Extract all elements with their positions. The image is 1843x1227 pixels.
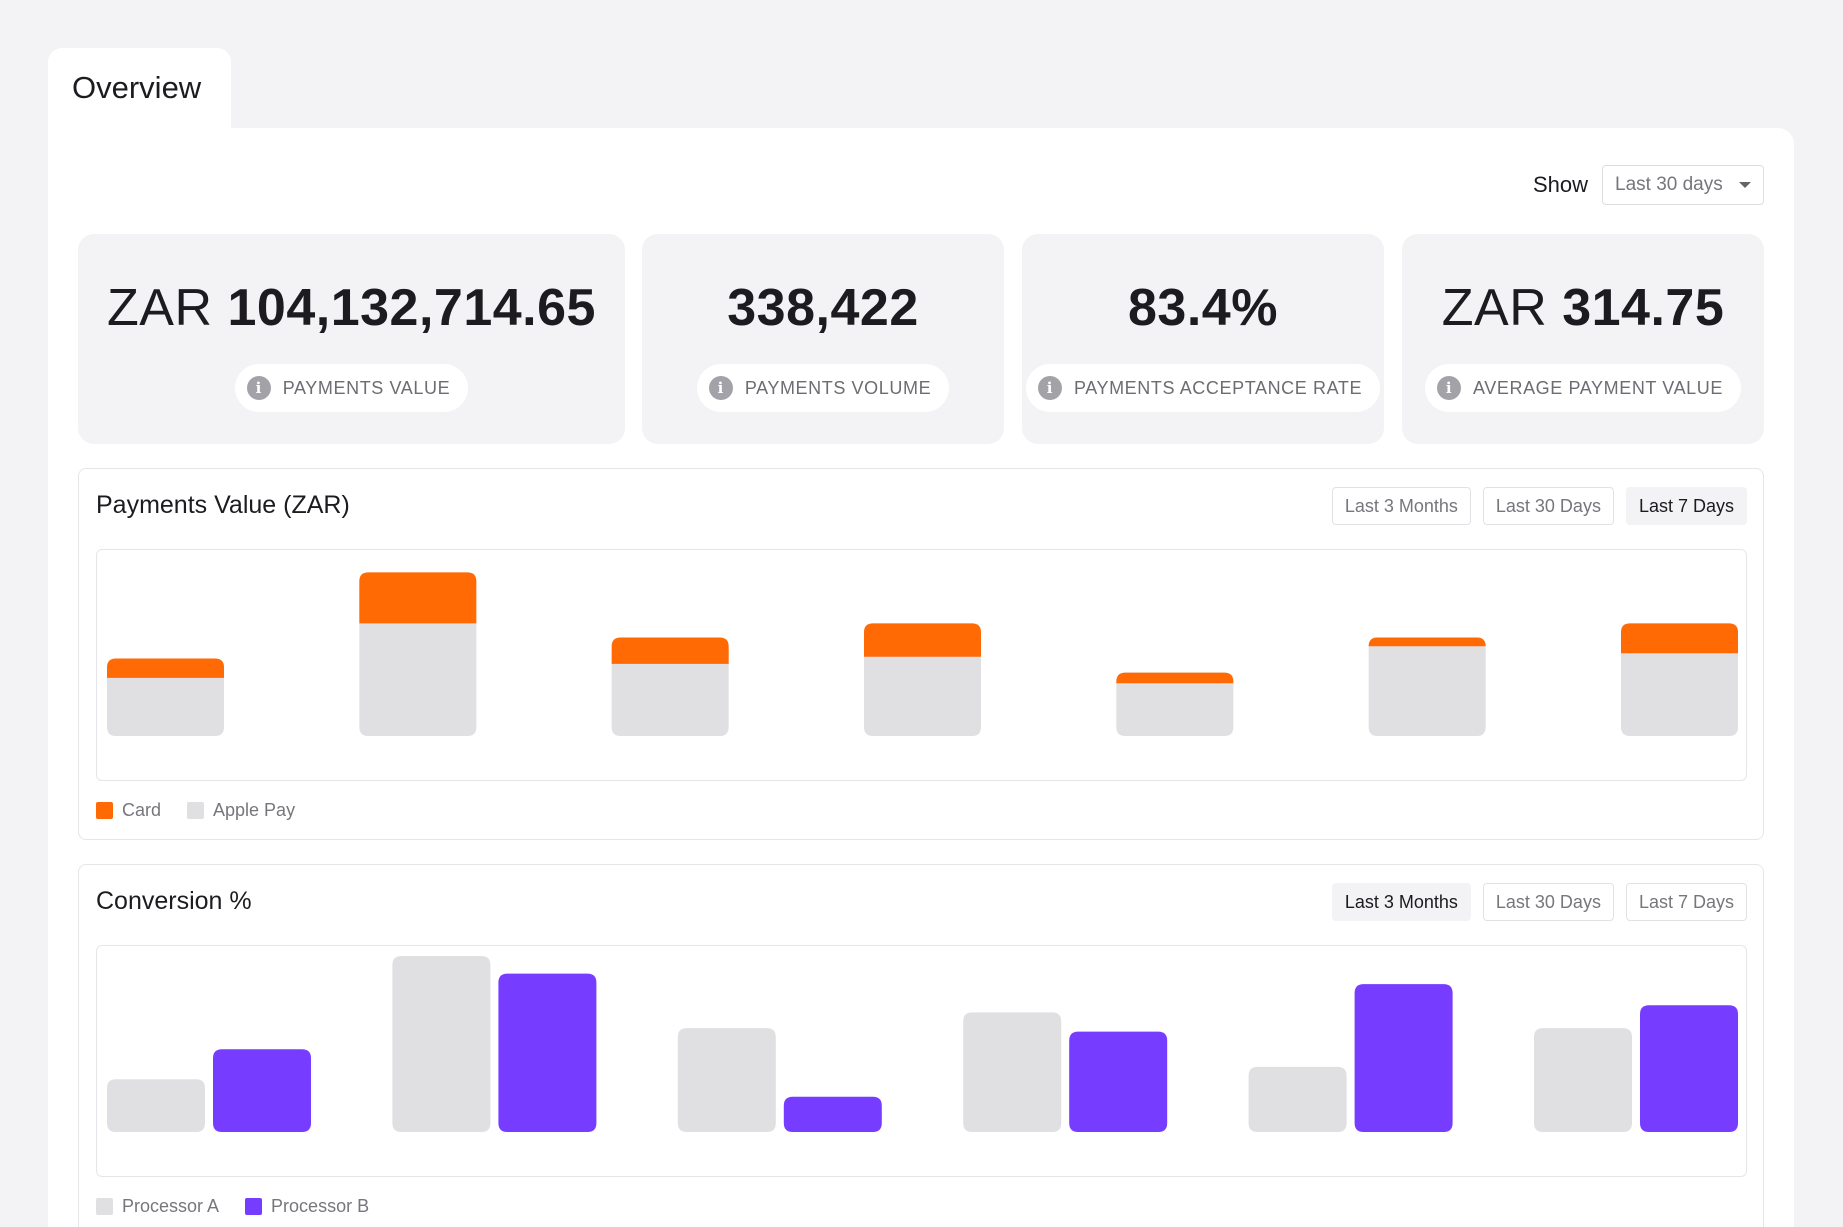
bar-card-6	[1368, 637, 1486, 647]
kpi-label: PAYMENTS ACCEPTANCE RATE	[1073, 377, 1363, 398]
range-last-30-days[interactable]: Last 30 Days	[1482, 883, 1614, 921]
info-icon: i	[246, 376, 271, 400]
kpi-currency: ZAR	[1441, 279, 1548, 337]
bar-processor-a-4	[963, 1012, 1062, 1132]
payments-value-card: Payments Value (ZAR) Last 3 Months Last …	[78, 468, 1764, 840]
range-last-30-days[interactable]: Last 30 Days	[1482, 487, 1614, 525]
kpi-number: 83.4%	[1128, 279, 1278, 337]
chevron-down-icon	[1739, 182, 1751, 188]
legend-label-processor-b: Processor B	[271, 1196, 370, 1216]
info-icon: i	[1436, 376, 1461, 400]
kpi-value: ZAR 314.75	[1442, 278, 1725, 338]
kpi-row: ZAR 104,132,714.65 i PAYMENTS VALUE 338,…	[78, 234, 1764, 444]
range-last-7-days[interactable]: Last 7 Days	[1625, 883, 1747, 921]
kpi-label: PAYMENTS VOLUME	[744, 377, 932, 398]
bar-processor-b-3	[783, 1096, 882, 1132]
conversion-chart-title: Conversion %	[96, 887, 252, 915]
info-icon: i	[708, 376, 733, 400]
bar-processor-b-6	[1640, 1005, 1738, 1132]
payments-bar-chart	[107, 572, 1738, 736]
overview-panel: Show Last 30 days ZAR 104,132,714.65 i P…	[48, 128, 1794, 1227]
bar-card-5	[1116, 672, 1234, 684]
kpi-number: 338,422	[727, 279, 919, 337]
conversion-card: Conversion % Last 3 Months Last 30 Days …	[78, 864, 1764, 1227]
conversion-bar-chart	[107, 956, 1738, 1132]
bar-processor-b-2	[498, 973, 597, 1132]
kpi-acceptance-rate: 83.4% i PAYMENTS ACCEPTANCE RATE	[1022, 234, 1384, 444]
legend-swatch-processor-a	[96, 1198, 113, 1215]
kpi-label-pill[interactable]: i PAYMENTS VOLUME	[696, 364, 950, 412]
legend-swatch-card	[96, 802, 113, 819]
bar-processor-a-5	[1248, 1066, 1347, 1132]
bar-processor-a-2	[392, 956, 491, 1132]
legend-item-processor-a: Processor A	[96, 1196, 219, 1217]
date-filter: Show Last 30 days	[1533, 165, 1764, 205]
legend-swatch-processor-b	[245, 1198, 263, 1215]
kpi-number: 314.75	[1562, 279, 1725, 337]
kpi-label-pill[interactable]: i AVERAGE PAYMENT VALUE	[1424, 364, 1741, 412]
payments-chart-title: Payments Value (ZAR)	[96, 491, 350, 519]
legend-label-processor-a: Processor A	[122, 1196, 220, 1216]
bar-card-2	[359, 572, 477, 624]
legend-label-apple-pay: Apple Pay	[213, 800, 296, 820]
period-select[interactable]: Last 30 days	[1602, 165, 1764, 205]
kpi-number: 104,132,714.65	[227, 279, 596, 337]
range-last-3-months[interactable]: Last 3 Months	[1331, 883, 1471, 921]
payments-plot-area	[96, 549, 1747, 781]
kpi-label: PAYMENTS VALUE	[282, 377, 451, 398]
bar-card-7	[1621, 623, 1738, 654]
kpi-value: ZAR 104,132,714.65	[107, 278, 596, 338]
bar-card-1	[107, 658, 224, 678]
kpi-currency: ZAR	[107, 279, 213, 337]
kpi-average-payment: ZAR 314.75 i AVERAGE PAYMENT VALUE	[1402, 234, 1764, 444]
show-label: Show	[1532, 172, 1588, 197]
legend-item-processor-b: Processor B	[245, 1196, 369, 1217]
legend-label-card: Card	[122, 800, 162, 820]
kpi-label-pill[interactable]: i PAYMENTS ACCEPTANCE RATE	[1025, 364, 1381, 412]
conversion-range-group: Last 3 Months Last 30 Days Last 7 Days	[1331, 883, 1747, 921]
bar-processor-a-1	[107, 1079, 205, 1132]
range-last-7-days[interactable]: Last 7 Days	[1625, 487, 1747, 525]
payments-range-group: Last 3 Months Last 30 Days Last 7 Days	[1331, 487, 1747, 525]
bar-processor-a-6	[1534, 1028, 1632, 1132]
tab-overview[interactable]: Overview	[48, 48, 231, 138]
kpi-label: AVERAGE PAYMENT VALUE	[1472, 377, 1723, 398]
bar-processor-b-4	[1069, 1031, 1168, 1132]
legend-swatch-apple-pay	[187, 802, 205, 819]
conversion-legend: Processor A Processor B	[96, 1196, 369, 1217]
range-last-3-months[interactable]: Last 3 Months	[1331, 487, 1471, 525]
bar-processor-b-5	[1354, 984, 1453, 1132]
kpi-payments-value: ZAR 104,132,714.65 i PAYMENTS VALUE	[78, 234, 625, 444]
period-select-value: Last 30 days	[1615, 174, 1723, 195]
payments-legend: Card Apple Pay	[96, 800, 295, 821]
bar-card-4	[864, 623, 981, 657]
legend-item-apple-pay: Apple Pay	[187, 800, 295, 821]
kpi-payments-volume: 338,422 i PAYMENTS VOLUME	[642, 234, 1004, 444]
bar-processor-a-3	[677, 1028, 776, 1132]
kpi-value: 83.4%	[1128, 278, 1278, 338]
kpi-label-pill[interactable]: i PAYMENTS VALUE	[234, 364, 469, 412]
legend-item-card: Card	[96, 800, 161, 821]
conversion-plot-area	[96, 945, 1747, 1177]
kpi-value: 338,422	[727, 278, 918, 338]
bar-processor-b-1	[213, 1049, 311, 1132]
bar-apple-pay-5	[1116, 672, 1234, 736]
bar-card-3	[611, 637, 729, 664]
bar-apple-pay-6	[1368, 637, 1486, 736]
info-icon: i	[1037, 376, 1062, 400]
